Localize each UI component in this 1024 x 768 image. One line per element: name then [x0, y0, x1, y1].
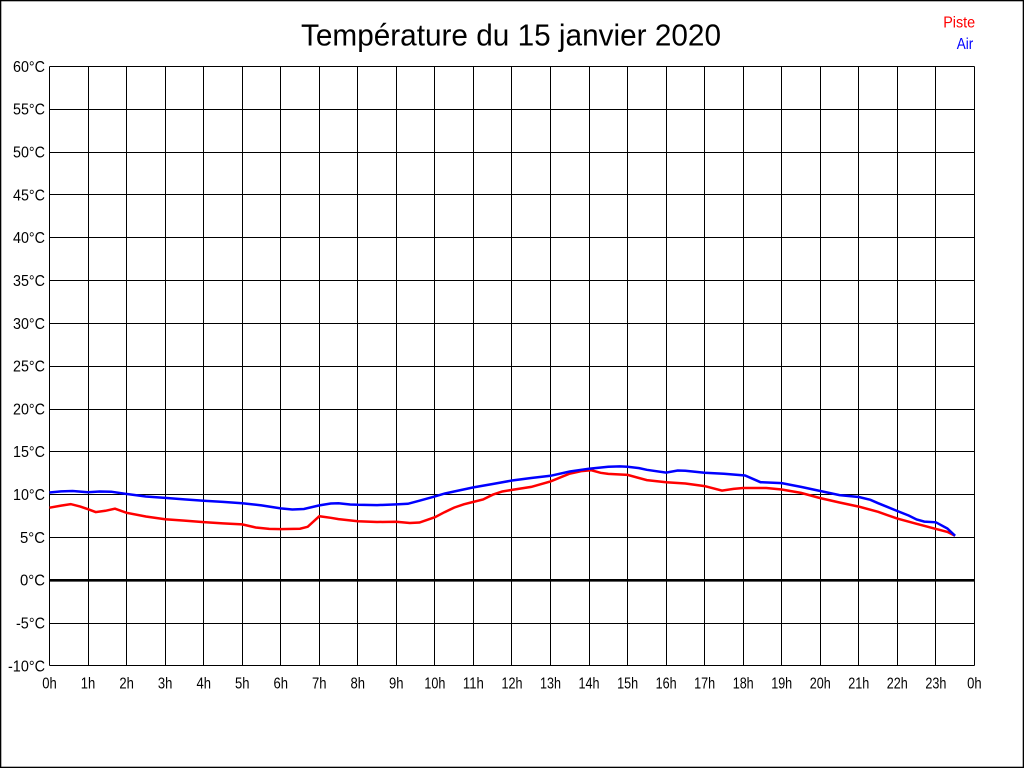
svg-text:60°C: 60°C: [13, 59, 45, 76]
svg-text:9h: 9h: [389, 676, 404, 693]
svg-text:35°C: 35°C: [13, 273, 45, 290]
svg-text:55°C: 55°C: [13, 102, 45, 119]
svg-text:-5°C: -5°C: [16, 616, 45, 633]
svg-text:5h: 5h: [235, 676, 250, 693]
svg-text:19h: 19h: [771, 676, 792, 693]
svg-text:7h: 7h: [312, 676, 327, 693]
svg-text:30°C: 30°C: [13, 316, 45, 333]
svg-text:21h: 21h: [848, 676, 869, 693]
svg-text:1h: 1h: [81, 676, 96, 693]
svg-text:45°C: 45°C: [13, 187, 45, 204]
svg-text:6h: 6h: [273, 676, 288, 693]
svg-text:Air: Air: [957, 36, 974, 53]
svg-text:20h: 20h: [810, 676, 831, 693]
svg-text:17h: 17h: [694, 676, 715, 693]
svg-text:14h: 14h: [579, 676, 600, 693]
svg-text:23h: 23h: [925, 676, 946, 693]
svg-text:0h: 0h: [42, 676, 57, 693]
svg-text:3h: 3h: [158, 676, 173, 693]
svg-text:Température du 15 janvier 2020: Température du 15 janvier 2020: [301, 18, 721, 53]
svg-text:25°C: 25°C: [13, 359, 45, 376]
svg-text:0h: 0h: [967, 676, 982, 693]
svg-text:18h: 18h: [733, 676, 754, 693]
svg-text:10h: 10h: [424, 676, 445, 693]
svg-text:22h: 22h: [887, 676, 908, 693]
svg-text:-10°C: -10°C: [8, 658, 45, 675]
svg-text:16h: 16h: [656, 676, 677, 693]
svg-text:13h: 13h: [540, 676, 561, 693]
svg-text:15h: 15h: [617, 676, 638, 693]
svg-text:5°C: 5°C: [20, 530, 45, 547]
svg-text:8h: 8h: [351, 676, 366, 693]
svg-text:0°C: 0°C: [20, 573, 45, 590]
svg-text:11h: 11h: [463, 676, 484, 693]
svg-text:40°C: 40°C: [13, 230, 45, 247]
svg-text:10°C: 10°C: [13, 487, 45, 504]
svg-text:4h: 4h: [196, 676, 211, 693]
svg-text:12h: 12h: [502, 676, 523, 693]
svg-text:2h: 2h: [119, 676, 134, 693]
svg-text:Piste: Piste: [943, 15, 975, 32]
svg-text:20°C: 20°C: [13, 401, 45, 418]
svg-text:50°C: 50°C: [13, 145, 45, 162]
svg-text:15°C: 15°C: [13, 444, 45, 461]
